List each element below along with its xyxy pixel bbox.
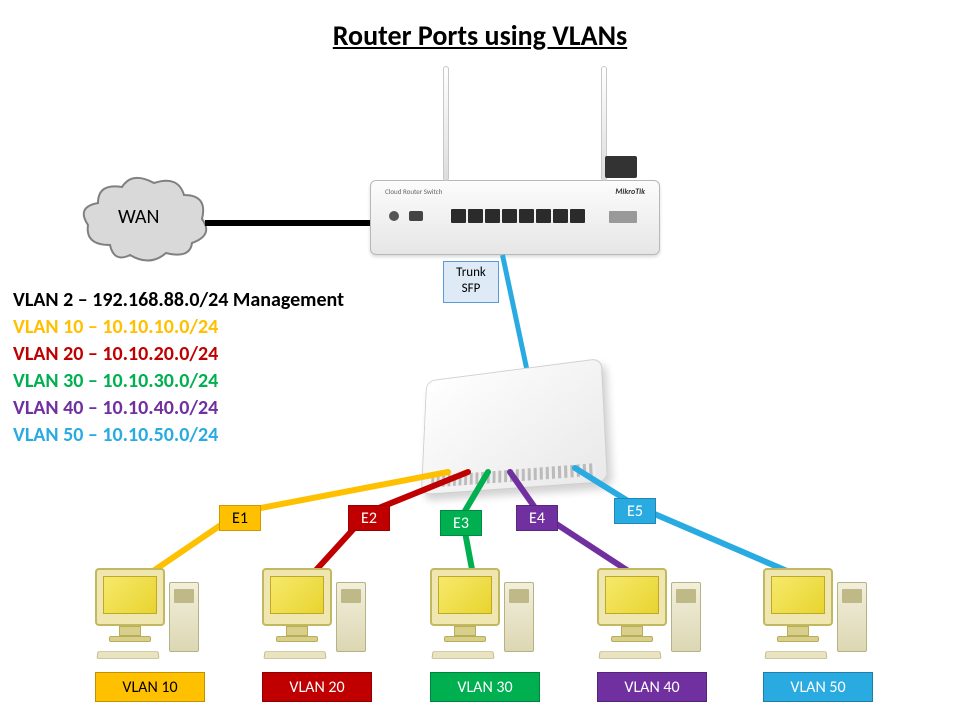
- vlan-cable: [140, 472, 448, 580]
- antenna-icon: [443, 66, 449, 181]
- wan-label: WAN: [118, 205, 159, 229]
- computer-icon: [597, 568, 707, 658]
- vlan-legend: VLAN 2 – 192.168.88.0/24 ManagementVLAN …: [13, 287, 344, 449]
- trunk-cable: [500, 254, 531, 377]
- vlan-box: VLAN 20: [262, 672, 372, 702]
- vlan-box: VLAN 40: [597, 672, 707, 702]
- wan-cable: [205, 220, 370, 226]
- vlan-box: VLAN 30: [430, 672, 540, 702]
- router-aux-icon: [409, 211, 423, 221]
- port-label: E5: [614, 498, 656, 524]
- computer-icon: [763, 568, 873, 658]
- legend-row: VLAN 30 – 10.10.30.0/24: [13, 368, 344, 395]
- port-label: E2: [348, 505, 390, 531]
- computer-icon: [262, 568, 372, 658]
- vlan-box: VLAN 50: [763, 672, 873, 702]
- switch-device: [421, 358, 608, 495]
- page-title: Router Ports using VLANs: [0, 18, 960, 53]
- router-model-label: Cloud Router Switch: [385, 187, 442, 196]
- port-label: E1: [219, 505, 261, 531]
- computer-icon: [430, 568, 540, 658]
- port-label: E4: [516, 505, 558, 531]
- legend-row: VLAN 20 – 10.10.20.0/24: [13, 341, 344, 368]
- router-brand-label: MikroTik: [615, 187, 645, 197]
- router-sfp-icon: [609, 211, 637, 223]
- legend-row: VLAN 50 – 10.10.50.0/24: [13, 422, 344, 449]
- port-label: E3: [440, 510, 482, 536]
- legend-row: VLAN 10 – 10.10.10.0/24: [13, 314, 344, 341]
- vlan-cable: [575, 468, 808, 580]
- router-lcd-icon: [605, 156, 637, 178]
- trunk-label: Trunk SFP: [443, 261, 499, 303]
- vlan-box: VLAN 10: [95, 672, 205, 702]
- trunk-line2: SFP: [462, 281, 481, 296]
- router-port-row: [451, 209, 585, 223]
- router-power-icon: [389, 211, 399, 221]
- legend-row: VLAN 40 – 10.10.40.0/24: [13, 395, 344, 422]
- trunk-line1: Trunk: [456, 265, 486, 280]
- legend-row: VLAN 2 – 192.168.88.0/24 Management: [13, 287, 344, 314]
- computer-icon: [95, 568, 205, 658]
- router-device: Cloud Router Switch MikroTik: [370, 180, 660, 255]
